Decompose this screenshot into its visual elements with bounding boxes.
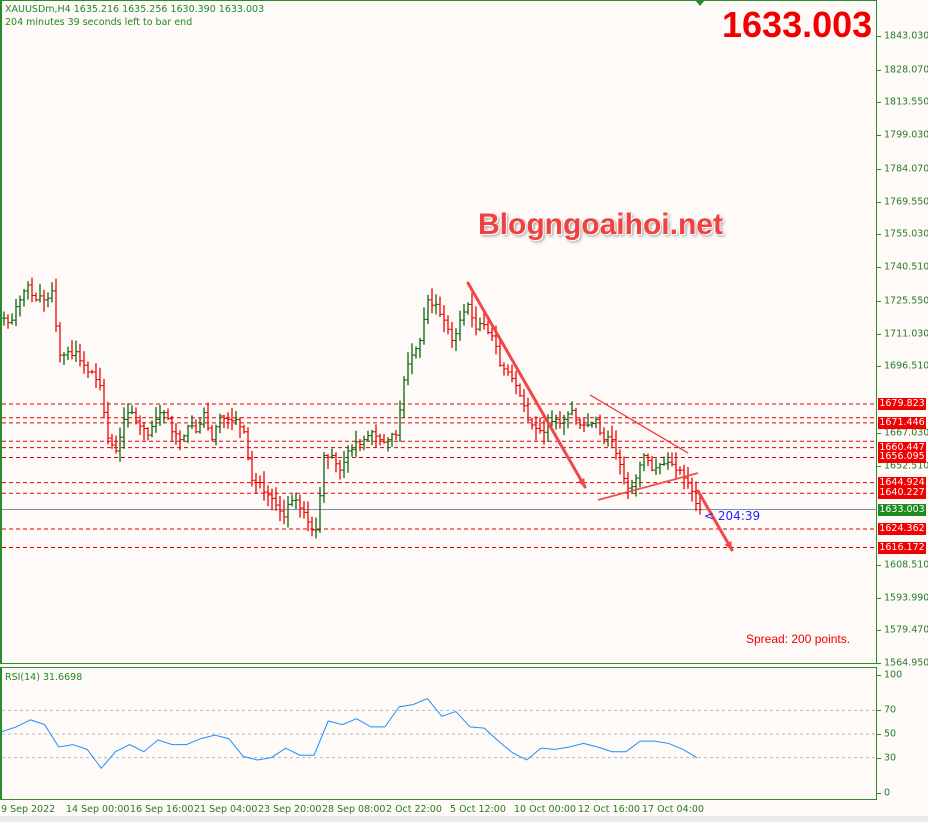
bar-timer: 204 minutes 39 seconds left to bar end [5,17,193,28]
price-axis-label: 1652.510 [884,460,928,472]
level-price-tag: 1679.823 [878,397,926,410]
breakdown-arrow [696,489,734,552]
price-axis-tick [877,333,881,335]
price-axis-tick [877,69,881,71]
price-axis-tick [877,36,881,37]
rsi-axis-tick [877,757,881,759]
breakdown-arrow-head [724,541,732,550]
price-axis-label: 1579.470 [884,624,928,636]
time-axis-label: 2 Oct 22:00 [386,804,442,815]
rsi-title: RSI(14) 31.6698 [5,672,83,683]
price-axis-tick [877,102,881,104]
price-axis-label: 1843.030 [884,30,928,42]
price-axis-tick [877,663,881,664]
price-axis-tick [877,267,881,269]
watermark: Blogngoaihoi.net [478,208,723,241]
price-axis-tick [877,432,881,434]
price-axis-tick [877,366,881,368]
rsi-pane[interactable] [0,667,877,800]
price-axis-label: 1755.030 [884,228,928,240]
downtrend-arrow [466,281,587,489]
level-price-tag: 1671.446 [878,416,926,429]
price-axis-label: 1813.550 [884,96,928,108]
level-price-tag: 1640.227 [878,487,926,500]
price-chart-pane[interactable] [0,0,877,664]
price-axis-tick [877,135,881,137]
price-axis-label: 1769.550 [884,196,928,208]
downtrend-arrow-head [577,478,585,487]
current-price-tag: 1633.003 [878,503,926,516]
price-axis-label: 1828.070 [884,64,928,76]
price-axis-label: 1725.550 [884,295,928,307]
level-price-tag: 1624.362 [878,523,926,536]
level-price-tag: 1644.924 [878,476,926,489]
rsi-axis-label: 50 [884,728,897,740]
price-axis-tick [877,168,881,170]
spread-label: Spread: 200 points. [746,632,851,646]
time-axis-label: 14 Sep 00:00 [66,804,130,815]
triangle-lower-trendline [597,472,699,501]
price-axis-label: 1696.510 [884,360,928,372]
time-axis-label: 23 Sep 20:00 [258,804,322,815]
price-axis-label: 1593.990 [884,592,928,604]
time-axis-label: 10 Oct 00:00 [514,804,576,815]
time-axis-label: 5 Oct 12:00 [450,804,506,815]
level-price-tag: 1660.447 [878,441,926,454]
level-price-tag: 1616.172 [878,541,926,554]
price-axis-label: 1608.510 [884,559,928,571]
price-axis-tick [877,234,881,236]
rsi-axis-label: 70 [884,704,897,716]
price-axis-tick [877,201,881,203]
rsi-line [1,697,698,770]
price-axis-label: 1711.030 [884,328,928,340]
rsi-axis-tick [877,710,881,712]
price-axis-tick [877,300,881,302]
price-axis-label: 1740.510 [884,261,928,273]
level-price-tag: 1656.095 [878,451,926,464]
rsi-axis-label: 100 [884,669,903,681]
time-axis-label: 21 Sep 04:00 [194,804,258,815]
rsi-axis-label: 0 [884,787,891,799]
price-axis-tick [877,465,881,467]
symbol-info: XAUUSDm,H4 1635.216 1635.256 1630.390 16… [5,4,265,15]
time-axis-label: 12 Oct 16:00 [578,804,640,815]
price-axis-label: 1784.070 [884,163,928,175]
horizontal-scrollbar[interactable] [0,816,928,822]
time-axis-label: 28 Sep 08:00 [322,804,386,815]
price-axis-label: 1564.950 [884,657,928,669]
big-price-label: 1633.003 [722,4,873,45]
rsi-axis-label: 30 [884,752,897,764]
collapse-triangle-icon[interactable] [695,0,705,6]
price-axis-tick [877,630,881,632]
countdown-label: < 204:39 [704,509,761,523]
price-axis-label: 1667.030 [884,427,928,439]
price-axis-label: 1799.030 [884,129,928,141]
rsi-axis-tick [877,793,881,794]
price-axis-tick [877,564,881,566]
rsi-axis-tick [877,675,881,676]
time-axis-label: 9 Sep 2022 [1,804,56,815]
triangle-upper-trendline [589,394,689,454]
time-axis-label: 17 Oct 04:00 [642,804,704,815]
price-axis-tick [877,597,881,599]
rsi-axis-tick [877,734,881,735]
time-axis-label: 16 Sep 16:00 [130,804,194,815]
